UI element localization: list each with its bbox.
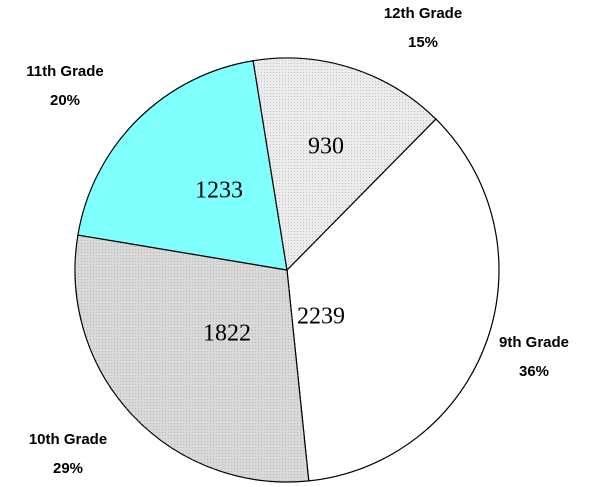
- slice-texture: [253, 58, 436, 271]
- category-label: 9th Grade: [499, 334, 569, 351]
- value-label: 1233: [195, 178, 243, 204]
- percent-label: 29%: [53, 460, 83, 477]
- percent-label: 36%: [519, 363, 549, 380]
- category-label: 11th Grade: [26, 63, 104, 80]
- category-label: 12th Grade: [384, 5, 462, 22]
- value-label: 1822: [203, 321, 251, 347]
- percent-label: 20%: [50, 92, 80, 109]
- slice-texture: [74, 235, 309, 482]
- pie-slice: [286, 118, 500, 482]
- pie-slice: [77, 60, 288, 271]
- value-label: 930: [308, 134, 344, 160]
- value-label: 2239: [297, 304, 345, 330]
- category-label: 10th Grade: [29, 431, 107, 448]
- percent-label: 15%: [408, 34, 438, 51]
